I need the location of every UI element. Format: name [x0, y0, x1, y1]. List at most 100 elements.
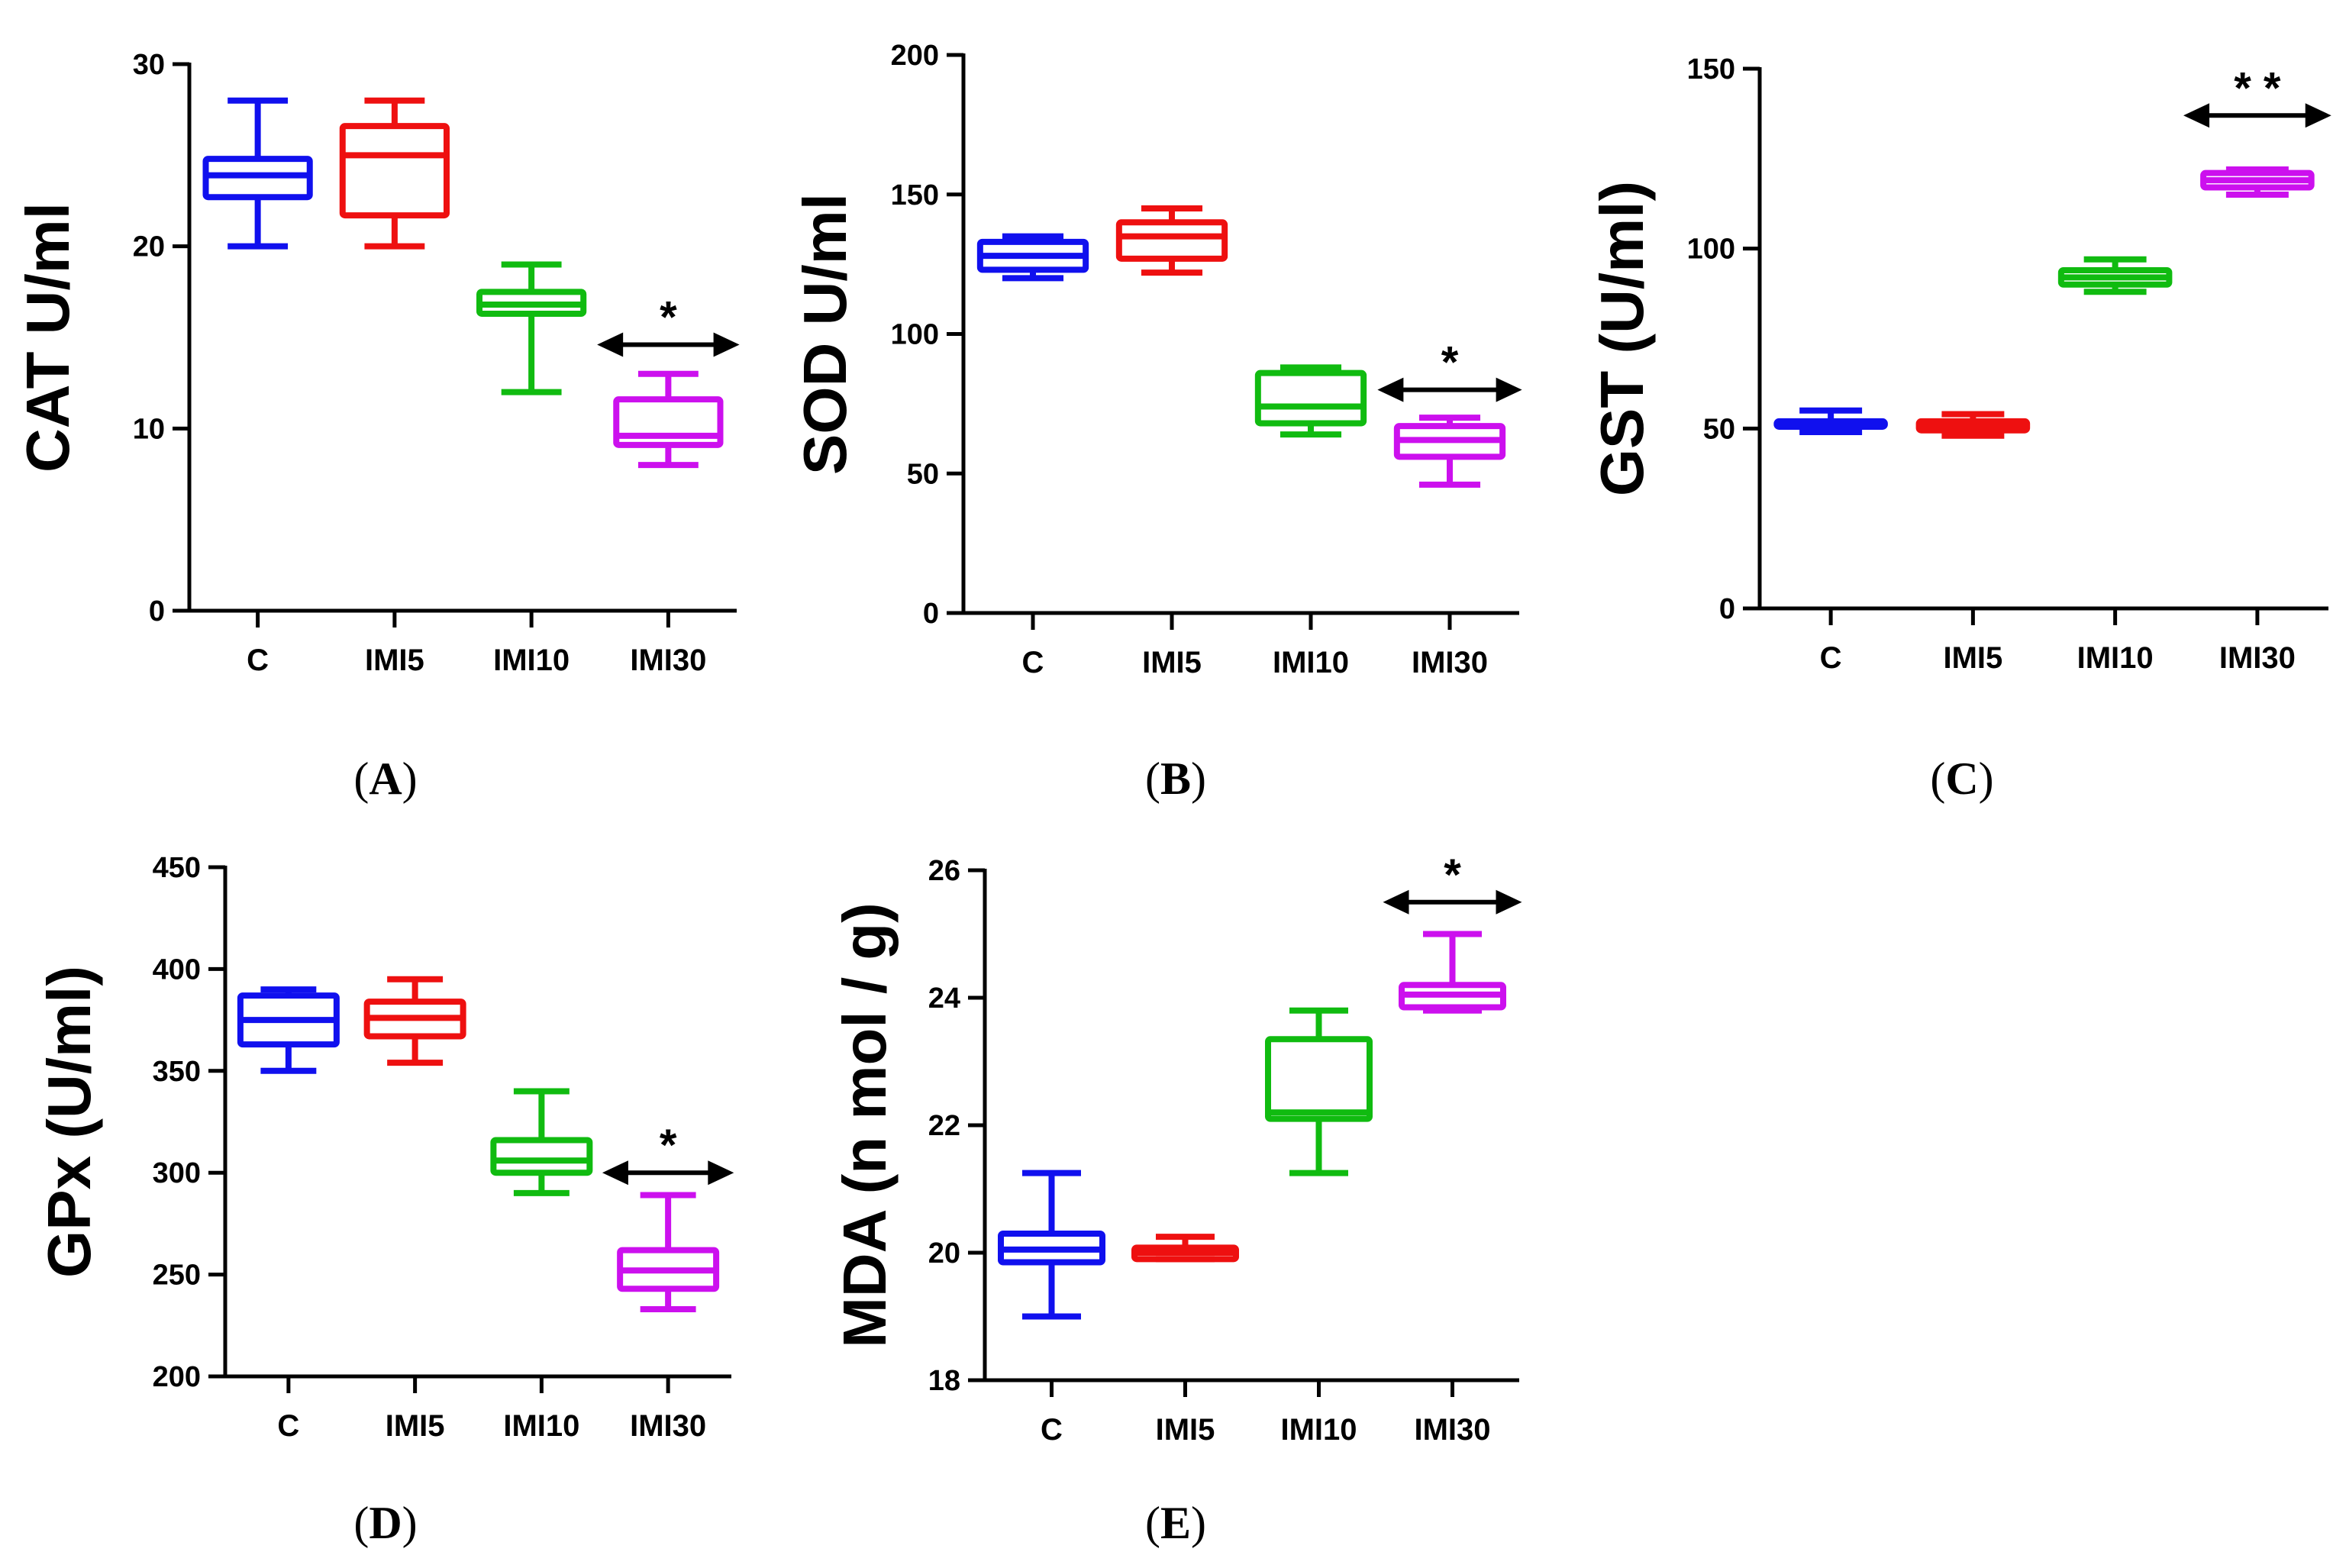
y-tick-label: 0: [149, 595, 165, 628]
box-iqr: [339, 123, 450, 219]
x-tick-label: IMI30: [1414, 1413, 1490, 1447]
x-tick-label: C: [1820, 641, 1842, 675]
significance-star: *: [660, 1121, 677, 1170]
box-c: [237, 986, 340, 1074]
box-imi10: [1265, 1007, 1373, 1176]
panel-label: (E): [1145, 1498, 1206, 1548]
y-tick-label: 50: [1703, 413, 1735, 445]
x-tick-label: C: [247, 644, 269, 677]
arrowhead-left: [1383, 889, 1409, 915]
panel-a: 0 10 20 30 C IMI5 IMI10 IMI30 CAT U/ml * (A): [14, 49, 740, 804]
panel-label: (A): [353, 753, 417, 804]
y-tick-label: 0: [1719, 593, 1735, 625]
arrowhead-left: [2183, 103, 2210, 128]
x-tick-label: IMI10: [493, 644, 570, 677]
box-c: [202, 97, 313, 250]
significance-annotation: *: [597, 293, 740, 357]
x-tick-label: IMI10: [1280, 1413, 1357, 1447]
y-tick-label: 350: [153, 1056, 201, 1088]
arrowhead-right: [1496, 889, 1522, 915]
y-tick-label: 450: [153, 852, 201, 884]
y-tick-label: 200: [153, 1361, 201, 1393]
panel-label: (B): [1145, 753, 1206, 804]
box-imi10: [490, 1088, 593, 1196]
y-tick-label: 20: [928, 1237, 960, 1270]
arrowhead-right: [708, 1160, 734, 1186]
y-tick-label: 300: [153, 1157, 201, 1189]
box-imi30: [2200, 166, 2315, 198]
significance-star: *: [1444, 850, 1461, 900]
y-tick-label: 100: [891, 319, 939, 351]
y-tick-label: 150: [891, 179, 939, 211]
x-tick-label: C: [1041, 1413, 1063, 1447]
box-iqr: [1265, 1036, 1373, 1122]
box-imi30: [617, 1192, 720, 1312]
box-c: [976, 233, 1089, 282]
significance-annotation: *: [602, 1121, 734, 1186]
y-tick-label: 50: [907, 458, 939, 490]
x-tick-label: IMI10: [1273, 646, 1349, 679]
x-tick-label: C: [277, 1409, 299, 1443]
box-iqr: [1115, 219, 1228, 262]
y-tick-label: 26: [928, 855, 960, 887]
x-tick-label: IMI30: [630, 644, 706, 677]
y-tick-label: 22: [928, 1110, 960, 1142]
x-tick-label: IMI5: [386, 1409, 445, 1443]
y-axis-title: CAT U/ml: [14, 202, 82, 473]
x-tick-label: IMI5: [1156, 1413, 1215, 1447]
significance-star: *: [660, 293, 677, 343]
x-tick-label: IMI5: [1142, 646, 1202, 679]
arrowhead-right: [1496, 377, 1522, 402]
y-tick-label: 24: [928, 982, 960, 1015]
panel-d: 200 250 300 350 400 450 C IMI5 IMI10 IMI30 GPx (U/…: [35, 852, 734, 1548]
x-tick-label: IMI5: [365, 644, 424, 677]
y-axis-title: GST (U/ml): [1588, 181, 1656, 496]
panel-e: 18 20 22 24 26 C IMI5 IMI10 IMI30 MDA (n mol / g)…: [831, 850, 1522, 1548]
box-c: [1773, 407, 1888, 436]
x-tick-label: IMI10: [2077, 641, 2154, 675]
x-tick-label: IMI30: [2219, 641, 2296, 675]
arrowhead-left: [602, 1160, 628, 1186]
significance-annotation: *: [1377, 338, 1522, 402]
significance-annotation: *: [1383, 850, 1522, 915]
panel-label: (D): [353, 1498, 417, 1548]
y-tick-label: 20: [133, 231, 165, 263]
arrowhead-left: [1377, 377, 1404, 402]
arrowhead-right: [2305, 103, 2331, 128]
y-tick-label: 0: [923, 598, 939, 630]
y-tick-label: 100: [1687, 234, 1735, 266]
box-c: [998, 1170, 1105, 1320]
arrowhead-left: [597, 332, 624, 357]
box-imi5: [339, 97, 450, 250]
box-imi30: [613, 370, 724, 469]
box-imi5: [363, 976, 466, 1066]
y-tick-label: 250: [153, 1260, 201, 1292]
box-imi30: [1399, 931, 1506, 1014]
x-tick-label: IMI30: [630, 1409, 706, 1443]
box-imi30: [1393, 415, 1506, 488]
panel-b: 0 50 100 150 200 C IMI5 IMI10 IMI30 SOD U/ml * (B): [791, 40, 1522, 804]
significance-annotation: * *: [2183, 63, 2331, 128]
x-tick-label: IMI10: [503, 1409, 579, 1443]
y-tick-label: 200: [891, 40, 939, 72]
y-tick-label: 30: [133, 49, 165, 81]
panel-c: 0 50 100 150 C IMI5 IMI10 IMI30 GST (U/ml) * * (C): [1588, 53, 2331, 804]
x-tick-label: C: [1022, 646, 1044, 679]
box-iqr: [490, 1137, 593, 1176]
significance-star: *: [1441, 338, 1459, 388]
y-tick-label: 18: [928, 1365, 960, 1397]
box-imi5: [1131, 1234, 1239, 1263]
box-imi10: [476, 261, 587, 395]
box-imi10: [1254, 364, 1367, 438]
y-axis-title: SOD U/ml: [791, 193, 859, 475]
box-iqr: [613, 396, 724, 448]
box-imi10: [2057, 256, 2173, 295]
panel-label: (C): [1930, 753, 1993, 804]
y-axis-title: MDA (n mol / g): [831, 902, 899, 1348]
x-tick-label: IMI30: [1412, 646, 1488, 679]
box-imi5: [1115, 205, 1228, 276]
box-iqr: [1254, 369, 1367, 427]
y-tick-label: 150: [1687, 53, 1735, 85]
y-axis-title: GPx (U/ml): [35, 966, 103, 1278]
